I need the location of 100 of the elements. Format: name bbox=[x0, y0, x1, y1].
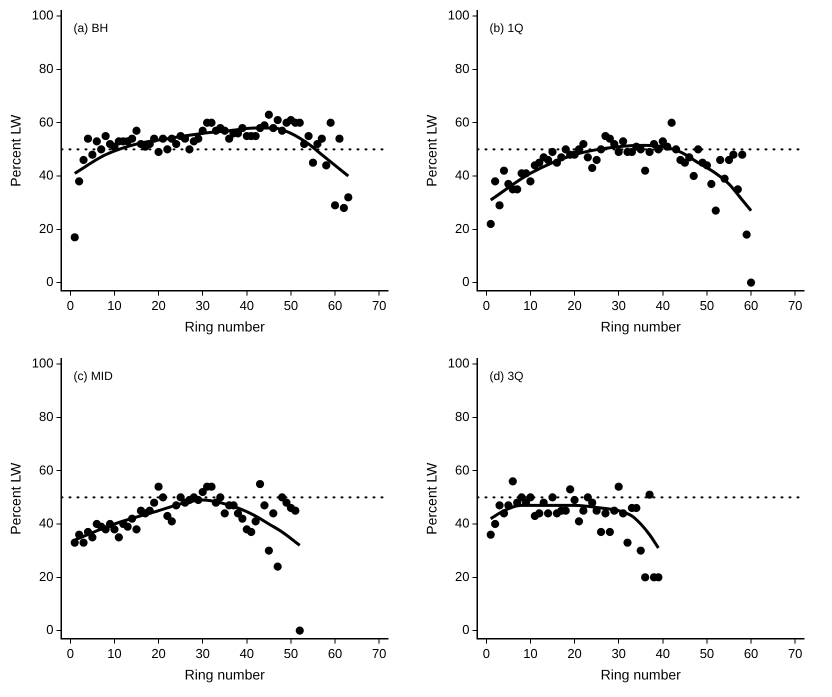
y-axis-title: Percent LW bbox=[423, 462, 440, 535]
annotation: (d) 3Q bbox=[489, 369, 524, 384]
x-tick-label: 50 bbox=[700, 298, 714, 313]
point bbox=[574, 517, 584, 526]
point bbox=[522, 498, 530, 507]
point bbox=[486, 220, 495, 228]
y-tick-label: 80 bbox=[455, 61, 470, 76]
point bbox=[247, 528, 256, 536]
point bbox=[106, 520, 114, 528]
y-tick-label: 40 bbox=[455, 168, 470, 183]
y-tick-label: 40 bbox=[39, 516, 54, 531]
x-tick-label: 50 bbox=[284, 298, 298, 313]
point bbox=[746, 278, 756, 287]
x-tick-label: 10 bbox=[107, 646, 122, 661]
point bbox=[707, 180, 716, 188]
point bbox=[579, 140, 588, 148]
point bbox=[574, 145, 584, 154]
point bbox=[606, 528, 614, 536]
point bbox=[548, 493, 557, 502]
point bbox=[154, 482, 163, 491]
point bbox=[606, 134, 614, 143]
point bbox=[702, 161, 712, 170]
point bbox=[216, 493, 224, 502]
point bbox=[680, 158, 689, 167]
point bbox=[163, 512, 172, 520]
point bbox=[269, 509, 278, 518]
point bbox=[198, 488, 207, 496]
point bbox=[238, 514, 246, 523]
point bbox=[79, 538, 88, 547]
x-tick-label: 10 bbox=[523, 298, 538, 313]
point bbox=[110, 525, 119, 534]
point bbox=[234, 509, 242, 518]
x-tick-label: 40 bbox=[656, 298, 670, 313]
point bbox=[618, 137, 628, 146]
x-tick-label: 0 bbox=[482, 298, 490, 313]
x-axis-title: Ring number bbox=[600, 666, 682, 682]
x-tick-label: 30 bbox=[195, 298, 210, 313]
point bbox=[734, 185, 742, 194]
point bbox=[291, 506, 300, 515]
y-tick-label: 100 bbox=[32, 8, 54, 23]
x-tick-label: 20 bbox=[567, 646, 582, 661]
point bbox=[588, 164, 596, 172]
point bbox=[252, 517, 260, 526]
y-tick-label: 60 bbox=[455, 114, 470, 130]
y-tick-label: 40 bbox=[455, 516, 470, 531]
x-axis-title: Ring number bbox=[184, 666, 266, 682]
point bbox=[720, 174, 729, 183]
point bbox=[641, 573, 650, 582]
point bbox=[690, 172, 698, 180]
point bbox=[278, 493, 286, 502]
x-tick-label: 20 bbox=[151, 298, 166, 313]
y-tick-label: 20 bbox=[455, 220, 470, 236]
point bbox=[146, 506, 154, 515]
y-tick-label: 60 bbox=[39, 462, 54, 478]
x-tick-label: 40 bbox=[240, 646, 254, 661]
point bbox=[102, 525, 110, 534]
y-axis-title: Percent LW bbox=[423, 114, 440, 187]
x-tick-label: 70 bbox=[372, 298, 386, 313]
point bbox=[495, 501, 504, 510]
point bbox=[256, 480, 264, 488]
point bbox=[282, 498, 291, 507]
point bbox=[570, 496, 579, 504]
point bbox=[618, 509, 628, 518]
x-tick-label: 40 bbox=[240, 298, 254, 313]
x-tick-label: 60 bbox=[744, 298, 758, 313]
point bbox=[504, 501, 512, 510]
point bbox=[548, 148, 557, 156]
point bbox=[566, 485, 574, 494]
point bbox=[601, 509, 610, 518]
point bbox=[70, 538, 79, 547]
x-tick-label: 60 bbox=[328, 298, 342, 313]
x-tick-label: 30 bbox=[195, 646, 210, 661]
point bbox=[694, 145, 702, 154]
annotation: (c) MID bbox=[73, 369, 114, 384]
point bbox=[75, 530, 84, 539]
point bbox=[658, 137, 667, 146]
x-tick-label: 0 bbox=[66, 298, 74, 313]
x-tick-label: 30 bbox=[611, 646, 626, 661]
x-tick-label: 70 bbox=[788, 646, 802, 661]
point bbox=[663, 142, 672, 151]
point bbox=[562, 145, 570, 154]
y-tick-label: 80 bbox=[39, 61, 54, 76]
y-tick-label: 60 bbox=[455, 462, 470, 478]
point bbox=[526, 177, 535, 186]
x-tick-label: 70 bbox=[372, 646, 386, 661]
point bbox=[158, 493, 168, 502]
x-tick-label: 10 bbox=[107, 298, 122, 313]
x-axis-title: Ring number bbox=[600, 318, 682, 334]
point bbox=[495, 201, 504, 210]
x-tick-label: 30 bbox=[611, 298, 626, 313]
point bbox=[296, 626, 304, 635]
y-axis-title: Percent LW bbox=[7, 462, 24, 535]
point bbox=[491, 520, 500, 528]
point bbox=[535, 158, 544, 167]
y-tick-label: 20 bbox=[39, 220, 54, 236]
point bbox=[486, 530, 495, 539]
y-tick-label: 0 bbox=[462, 622, 470, 638]
annotation: (b) 1Q bbox=[489, 21, 524, 36]
point bbox=[526, 493, 535, 502]
point bbox=[264, 546, 273, 555]
